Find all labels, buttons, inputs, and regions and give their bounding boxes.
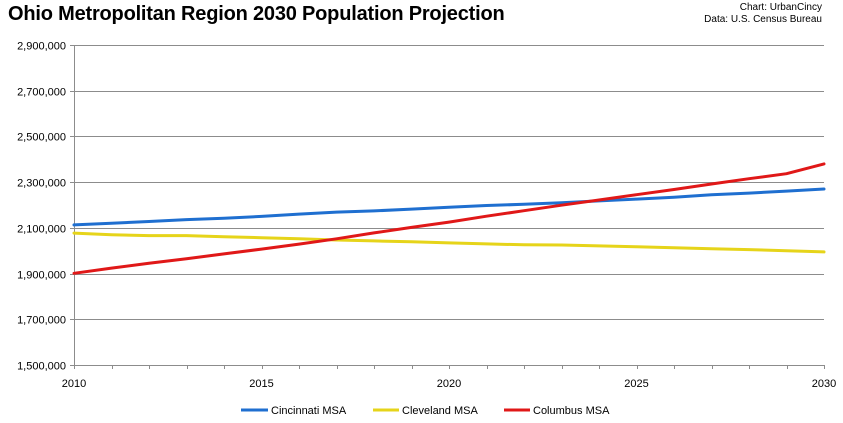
x-tick-label: 2010 — [62, 378, 86, 390]
y-tick-label: 1,500,000 — [17, 361, 66, 373]
data-credit-line: Data: U.S. Census Bureau — [704, 14, 822, 25]
legend: Cincinnati MSA Cleveland MSA Columbus MSA — [241, 405, 610, 417]
series-line — [72, 187, 826, 227]
y-tick-label: 2,100,000 — [17, 224, 66, 236]
y-axis-tick-labels: 1,500,000 1,700,000 1,900,000 2,100,000 2,30… — [17, 41, 66, 373]
legend-label: Cincinnati MSA — [271, 405, 347, 417]
gridlines — [74, 45, 824, 320]
series-line — [72, 231, 826, 254]
axes — [70, 45, 825, 369]
y-tick-label: 2,300,000 — [17, 178, 66, 190]
x-tick-label: 2025 — [624, 378, 648, 390]
x-tick-label: 2020 — [437, 378, 461, 390]
legend-label: Cleveland MSA — [402, 405, 478, 417]
series-lines — [72, 162, 826, 275]
series-line — [72, 162, 826, 275]
x-tick-label: 2015 — [249, 378, 273, 390]
legend-label: Columbus MSA — [533, 405, 610, 417]
y-tick-label: 1,900,000 — [17, 270, 66, 282]
chart-credits: Chart: UrbanCincy Data: U.S. Census Bure… — [704, 2, 822, 26]
y-tick-label: 1,700,000 — [17, 315, 66, 327]
chart-title: Ohio Metropolitan Region 2030 Population… — [8, 3, 505, 25]
x-axis-tick-labels: 2010 2015 2020 2025 2030 — [62, 378, 836, 390]
x-tick-label: 2030 — [812, 378, 836, 390]
y-tick-label: 2,700,000 — [17, 87, 66, 99]
chart-credit-line: Chart: UrbanCincy — [739, 2, 822, 13]
y-tick-label: 2,900,000 — [17, 41, 66, 53]
y-tick-label: 2,500,000 — [17, 132, 66, 144]
